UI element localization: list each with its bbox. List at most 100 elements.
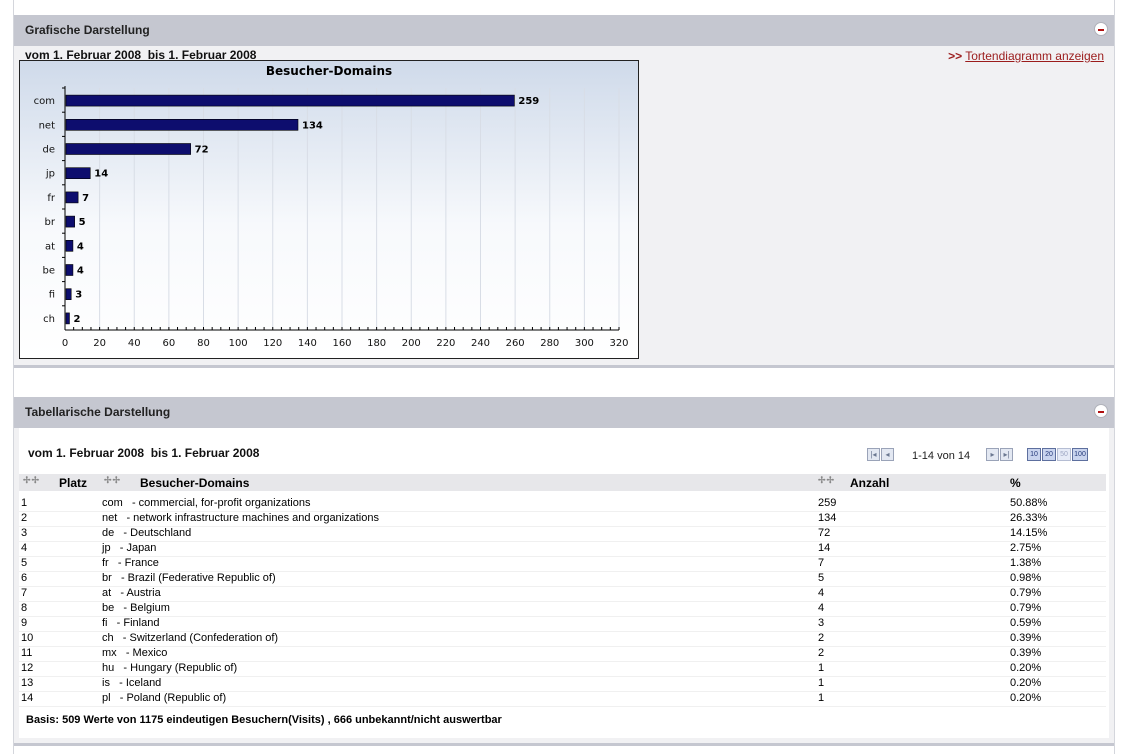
sort-arrows-icon[interactable]: ✢✢ xyxy=(104,475,122,485)
column-header-domains[interactable]: Besucher-Domains xyxy=(140,476,250,490)
domain-cell: hu - Hungary (Republic of) xyxy=(102,662,238,674)
x-tick-label: 80 xyxy=(197,338,210,349)
column-header-percent[interactable]: % xyxy=(1010,476,1021,490)
x-tick-label: 180 xyxy=(367,338,386,349)
category-label: fi xyxy=(49,290,55,301)
collapse-icon[interactable] xyxy=(1094,404,1108,418)
graphic-panel-header: Grafische Darstellung xyxy=(14,15,1114,46)
prev-page-icon[interactable]: ◂ xyxy=(881,448,894,461)
domain-cell: ch - Switzerland (Confederation of) xyxy=(102,632,279,644)
page-size-100-button[interactable]: 100 xyxy=(1072,448,1088,461)
bar[interactable] xyxy=(65,215,75,228)
rank-cell: 7 xyxy=(21,587,28,599)
sort-arrows-icon[interactable]: ✢✢ xyxy=(23,475,41,485)
collapse-icon[interactable] xyxy=(1094,22,1108,36)
table-row: 4 jp - Japan 14 2.75% xyxy=(19,541,1106,557)
bar[interactable] xyxy=(65,143,191,155)
category-label: fr xyxy=(47,193,56,204)
table-row: 9 fi - Finland 3 0.59% xyxy=(19,616,1106,632)
bar[interactable] xyxy=(65,312,70,325)
rank-cell: 11 xyxy=(21,647,33,659)
x-tick-label: 60 xyxy=(163,338,176,349)
percent-cell: 50.88% xyxy=(1010,497,1048,509)
domain-cell: be - Belgium xyxy=(102,602,170,614)
last-page-icon[interactable]: ▸| xyxy=(1000,448,1013,461)
category-label: ch xyxy=(43,314,55,325)
table-row: 8 be - Belgium 4 0.79% xyxy=(19,601,1106,617)
column-header-anzahl[interactable]: Anzahl xyxy=(850,476,890,490)
count-cell: 14 xyxy=(818,542,831,554)
bar-value-label: 259 xyxy=(518,96,539,107)
bar-value-label: 4 xyxy=(77,266,84,277)
bar[interactable] xyxy=(65,191,79,204)
bar-value-label: 7 xyxy=(82,193,89,204)
table-row: 12 hu - Hungary (Republic of) 1 0.20% xyxy=(19,661,1106,677)
table-row: 5 fr - France 7 1.38% xyxy=(19,556,1106,572)
link-arrow: >> xyxy=(948,49,963,63)
table-row: 3 de - Deutschland 72 14.15% xyxy=(19,526,1106,542)
table-header: ✢✢ Platz ✢✢ Besucher-Domains ✢✢ Anzahl % xyxy=(19,474,1106,491)
rank-cell: 10 xyxy=(21,632,34,644)
bar-chart: Besucher-Domains 0 20 40 60 80 100 120 140 160 18… xyxy=(34,64,629,349)
percent-cell: 0.20% xyxy=(1010,677,1042,689)
percent-cell: 0.20% xyxy=(1010,662,1042,674)
content-frame: Grafische Darstellung vom 1. Februar 200… xyxy=(13,0,1115,754)
x-tick-label: 280 xyxy=(540,338,559,349)
graphic-date-range: vom 1. Februar 2008 bis 1. Februar 2008 xyxy=(25,48,257,62)
table-row: 1 com - commercial, for-profit organizati… xyxy=(19,496,1106,512)
page-size-50-button[interactable]: 50 xyxy=(1057,448,1071,461)
rank-cell: 5 xyxy=(21,557,28,569)
column-header-platz[interactable]: Platz xyxy=(59,476,88,490)
bar[interactable] xyxy=(65,264,74,276)
percent-cell: 0.39% xyxy=(1010,647,1042,659)
domain-cell: de - Deutschland xyxy=(102,527,192,539)
x-tick-label: 240 xyxy=(471,338,490,349)
bar-value-label: 4 xyxy=(77,241,84,252)
count-cell: 5 xyxy=(818,572,825,584)
count-cell: 72 xyxy=(818,527,831,539)
table-row: 14 pl - Poland (Republic of) 1 0.20% xyxy=(19,691,1106,707)
x-tick-label: 260 xyxy=(506,338,525,349)
count-cell: 2 xyxy=(818,632,825,644)
domain-cell: mx - Mexico xyxy=(102,647,168,659)
x-tick-label: 0 xyxy=(62,338,68,349)
bar[interactable] xyxy=(65,118,299,131)
pie-chart-link-label[interactable]: Tortendiagramm anzeigen xyxy=(965,49,1104,63)
x-tick-label: 300 xyxy=(575,338,594,349)
first-page-icon[interactable]: |◂ xyxy=(867,448,880,461)
graphic-panel-body: vom 1. Februar 2008 bis 1. Februar 2008 … xyxy=(14,46,1114,368)
count-cell: 1 xyxy=(818,677,825,689)
table-row: 13 is - Iceland 1 0.20% xyxy=(19,676,1106,692)
sort-arrows-icon[interactable]: ✢✢ xyxy=(818,475,836,485)
table-row: 7 at - Austria 4 0.79% xyxy=(19,586,1106,602)
bar-value-label: 5 xyxy=(79,217,86,228)
category-label: de xyxy=(43,145,56,156)
percent-cell: 0.59% xyxy=(1010,617,1042,629)
count-cell: 4 xyxy=(818,602,825,614)
bar[interactable] xyxy=(65,167,91,179)
bar[interactable] xyxy=(65,288,72,300)
rank-cell: 14 xyxy=(21,692,34,704)
page-size-20-button[interactable]: 20 xyxy=(1042,448,1056,461)
bar-value-label: 72 xyxy=(195,145,209,156)
table-panel-header: Tabellarische Darstellung xyxy=(14,397,1114,428)
rank-cell: 12 xyxy=(21,662,34,674)
bar[interactable] xyxy=(65,240,74,252)
pie-chart-link[interactable]: >> Tortendiagramm anzeigen xyxy=(948,49,1104,63)
domain-cell: fi - Finland xyxy=(102,617,160,629)
page-size-10-button[interactable]: 10 xyxy=(1027,448,1041,461)
bar[interactable] xyxy=(65,94,515,107)
graphic-panel-title: Grafische Darstellung xyxy=(25,23,150,37)
percent-cell: 26.33% xyxy=(1010,512,1048,524)
domain-cell: is - Iceland xyxy=(102,677,162,689)
table-panel-title: Tabellarische Darstellung xyxy=(25,405,171,419)
domain-cell: fr - France xyxy=(102,557,159,569)
domain-cell: br - Brazil (Federative Republic of) xyxy=(102,572,276,584)
percent-cell: 0.39% xyxy=(1010,632,1042,644)
category-label: be xyxy=(43,266,56,277)
percent-cell: 2.75% xyxy=(1010,542,1042,554)
next-page-icon[interactable]: ▸ xyxy=(986,448,999,461)
x-tick-label: 40 xyxy=(128,338,141,349)
x-tick-label: 200 xyxy=(402,338,421,349)
category-label: jp xyxy=(45,169,55,180)
